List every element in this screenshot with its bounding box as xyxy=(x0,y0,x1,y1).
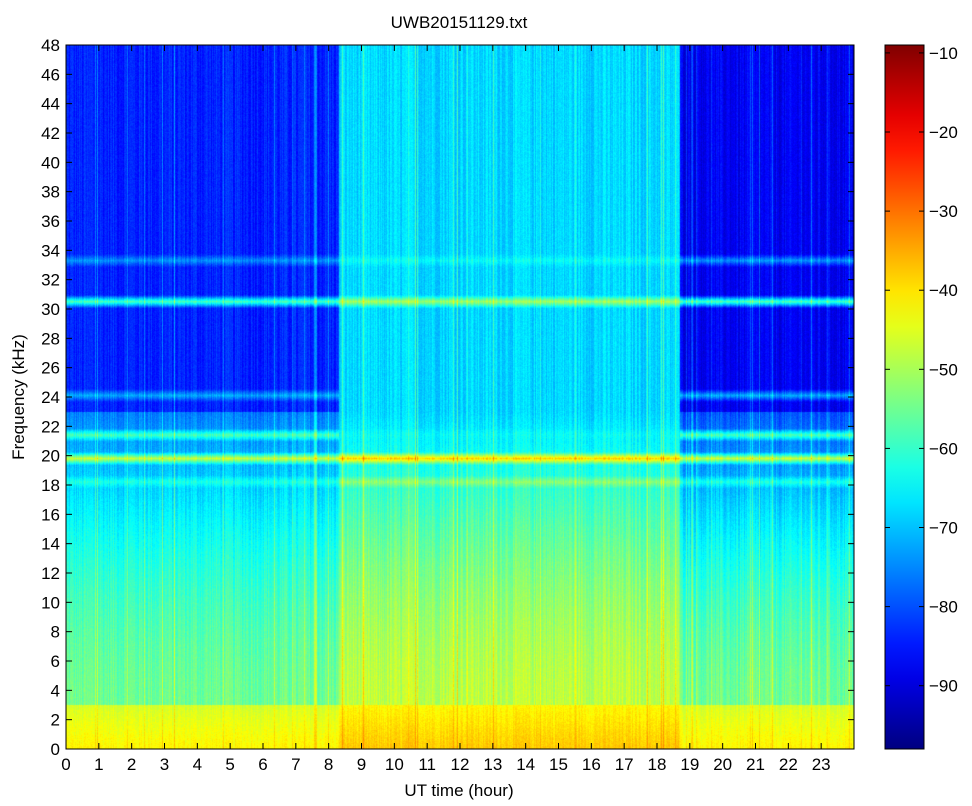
x-tick-label: 3 xyxy=(160,755,169,774)
chart-title: UWB20151129.txt xyxy=(391,13,528,32)
y-tick-label: 26 xyxy=(41,359,60,378)
colorbar-tick-label: −60 xyxy=(929,439,958,458)
x-tick-label: 1 xyxy=(94,755,103,774)
y-tick-label: 14 xyxy=(41,535,60,554)
x-tick-label: 16 xyxy=(582,755,601,774)
x-tick-label: 20 xyxy=(713,755,732,774)
y-tick-label: 8 xyxy=(51,623,60,642)
y-tick-label: 20 xyxy=(41,447,60,466)
x-axis-label: UT time (hour) xyxy=(404,781,513,800)
x-tick-label: 21 xyxy=(746,755,765,774)
y-tick-label: 6 xyxy=(51,652,60,671)
y-axis-label: Frequency (kHz) xyxy=(9,334,28,460)
x-tick-label: 5 xyxy=(225,755,234,774)
y-tick-label: 48 xyxy=(41,36,60,55)
colorbar-axis: −10 −20 −30 −40 −50 −60 −70 −80 −90 xyxy=(885,44,958,696)
x-tick-label: 13 xyxy=(483,755,502,774)
x-tick-label: 12 xyxy=(451,755,470,774)
x-tick-label: 18 xyxy=(648,755,667,774)
x-tick-label: 11 xyxy=(418,755,436,774)
x-tick-label: 15 xyxy=(549,755,568,774)
y-tick-label: 36 xyxy=(41,212,60,231)
colorbar-tick-label: −90 xyxy=(929,677,958,696)
x-tick-label: 4 xyxy=(193,755,202,774)
y-tick-label: 16 xyxy=(41,505,60,524)
y-axis: 0246810121416182022242628303234363840424… xyxy=(41,36,854,759)
x-tick-label: 10 xyxy=(385,755,404,774)
y-tick-label: 28 xyxy=(41,329,60,348)
colorbar-tick-label: −80 xyxy=(929,598,958,617)
x-tick-label: 17 xyxy=(615,755,634,774)
colorbar-tick-label: −30 xyxy=(929,202,958,221)
y-tick-label: 2 xyxy=(51,711,60,730)
colorbar-tick-label: −20 xyxy=(929,123,958,142)
x-tick-label: 7 xyxy=(291,755,300,774)
y-tick-label: 46 xyxy=(41,65,60,84)
x-tick-label: 0 xyxy=(61,755,70,774)
y-tick-label: 32 xyxy=(41,271,60,290)
spectrogram-area xyxy=(66,45,854,749)
y-tick-label: 40 xyxy=(41,153,60,172)
colorbar-tick-label: −40 xyxy=(929,281,958,300)
x-tick-label: 2 xyxy=(127,755,136,774)
x-tick-label: 23 xyxy=(812,755,831,774)
y-tick-label: 0 xyxy=(51,740,60,759)
x-tick-label: 8 xyxy=(324,755,333,774)
x-tick-label: 19 xyxy=(680,755,699,774)
y-tick-label: 24 xyxy=(41,388,60,407)
y-tick-label: 30 xyxy=(41,300,60,319)
spectrogram-canvas xyxy=(66,45,854,749)
x-tick-label: 22 xyxy=(779,755,798,774)
colorbar-tick-label: −70 xyxy=(929,519,958,538)
y-tick-label: 22 xyxy=(41,417,60,436)
colorbar-tick-label: −50 xyxy=(929,360,958,379)
y-tick-label: 10 xyxy=(41,593,60,612)
x-tick-label: 14 xyxy=(516,755,535,774)
x-tick-label: 6 xyxy=(258,755,267,774)
colorbar xyxy=(884,44,925,750)
y-tick-label: 38 xyxy=(41,183,60,202)
x-tick-label: 9 xyxy=(357,755,366,774)
y-tick-label: 4 xyxy=(51,681,60,700)
y-tick-label: 44 xyxy=(41,95,60,114)
y-tick-label: 18 xyxy=(41,476,60,495)
y-tick-label: 42 xyxy=(41,124,60,143)
x-axis: 0 1 2 3 4 5 6 7 8 9 10 11 12 13 14 15 16 17 18 19 20 21 22 23 xyxy=(61,45,831,774)
colorbar-tick-label: −10 xyxy=(929,44,958,63)
y-tick-label: 34 xyxy=(41,241,60,260)
y-tick-label: 12 xyxy=(41,564,60,583)
